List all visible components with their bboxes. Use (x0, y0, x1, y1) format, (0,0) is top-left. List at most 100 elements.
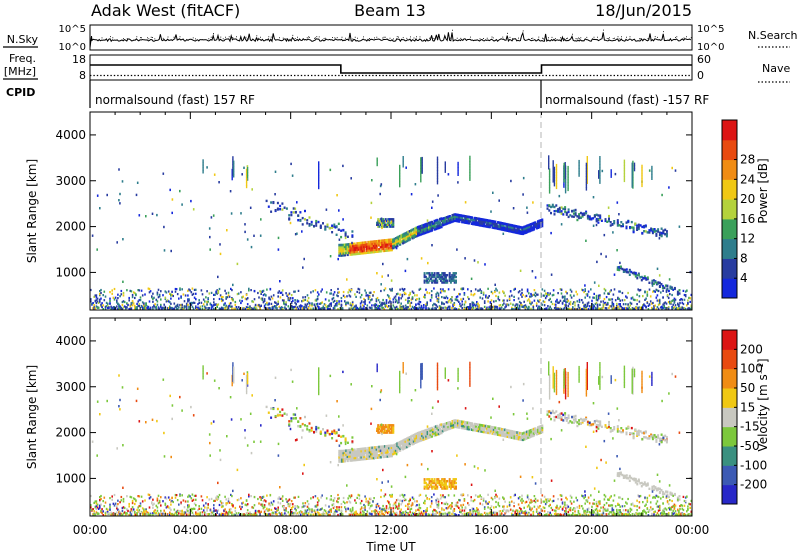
power-echo-cell (257, 304, 259, 307)
power-echo-cell (533, 289, 536, 292)
power-echo-cell (97, 306, 100, 309)
power-echo-cell (217, 290, 220, 293)
power-echo-cell (451, 299, 453, 302)
power-echo-cell (276, 201, 279, 205)
power-echo-cell (141, 294, 144, 297)
power-echo-cell (506, 225, 509, 228)
power-echo-cell (402, 161, 404, 165)
power-echo-cell (410, 233, 413, 236)
power-echo-cell (450, 218, 453, 222)
power-echo-cell (364, 289, 366, 292)
power-echo-cell (590, 307, 592, 310)
power-echo-cell (608, 306, 610, 309)
power-echo-cell (476, 307, 478, 310)
velocity-echo-cell (477, 423, 480, 427)
velocity-echo-cell (458, 422, 461, 425)
power-echo-cell (214, 293, 216, 296)
power-echo-cell (557, 307, 559, 310)
velocity-echo-cell (365, 451, 369, 454)
power-echo-cell (106, 302, 109, 305)
velocity-echo-cell (436, 487, 439, 490)
power-echo-cell (522, 293, 524, 297)
velocity-echo-cell (349, 453, 352, 456)
power-echo-cell (679, 308, 681, 310)
power-echo-cell (597, 221, 600, 224)
power-echo-cell (375, 303, 378, 306)
velocity-echo-cell (455, 421, 458, 425)
power-echo-cell (215, 303, 217, 306)
velocity-echo-cell (583, 419, 586, 422)
velocity-echo-cell (528, 433, 531, 437)
power-echo-cell (483, 222, 486, 226)
power-echo-cell (352, 248, 355, 252)
velocity-echo-cell (427, 478, 430, 481)
power-echo-cell (535, 302, 538, 305)
power-echo-cell (609, 305, 611, 308)
power-echo-cell (151, 295, 153, 298)
velocity-echo-cell (452, 485, 455, 488)
power-echo-cell (618, 290, 620, 293)
velocity-echo-cell (519, 438, 522, 441)
power-echo-cell (222, 296, 224, 299)
velocity-echo-cell (379, 445, 382, 449)
velocity-echo-cell (521, 434, 524, 437)
power-echo-cell (118, 168, 120, 171)
velocity-echo-cell (417, 433, 420, 437)
power-echo-cell (592, 296, 594, 299)
power-echo-cell (422, 230, 425, 233)
power-echo-cell (287, 298, 290, 302)
power-echo-cell (491, 307, 494, 310)
power-echo-cell (405, 166, 407, 169)
power-echo-cell (619, 265, 622, 268)
power-echo-cell (402, 288, 405, 291)
power-echo-cell (567, 179, 569, 183)
velocity-echo-cell (390, 452, 393, 456)
power-echo-cell (379, 192, 381, 196)
power-echo-cell (521, 305, 523, 308)
power-echo-cell (219, 307, 222, 310)
power-echo-cell (510, 179, 512, 183)
velocity-echo-cell (141, 507, 144, 510)
power-echo-cell (414, 233, 417, 236)
power-echo-cell (266, 288, 268, 291)
power-echo-cell (139, 299, 142, 302)
power-echo-cell (616, 219, 619, 222)
power-echo-cell (336, 194, 338, 197)
velocity-echo-cell (352, 454, 355, 458)
power-echo-cell (201, 305, 204, 308)
velocity-echo-cell (523, 437, 526, 441)
velocity-echo-cell (439, 480, 442, 483)
power-echo-cell (318, 293, 320, 296)
power-echo-cell (479, 219, 482, 223)
velocity-echo-cell (343, 459, 346, 463)
power-echo-cell (539, 305, 541, 309)
power-echo-cell (335, 233, 338, 236)
velocity-echo-cell (637, 432, 640, 435)
velocity-echo-cell (149, 512, 152, 515)
power-echo-cell (370, 240, 373, 244)
power-echo-cell (365, 249, 369, 252)
power-echo-cell (610, 305, 612, 308)
power-echo-cell (631, 307, 634, 310)
velocity-echo-cell (447, 421, 450, 425)
power-y-tick-label: 4000 (55, 128, 86, 142)
power-echo-cell (561, 295, 564, 298)
power-echo-cell (431, 281, 434, 284)
velocity-echo-cell (391, 431, 393, 434)
velocity-echo-cell (442, 483, 445, 486)
power-echo-cell (315, 222, 318, 225)
power-echo-cell (323, 307, 326, 310)
velocity-echo-cell (359, 447, 362, 451)
power-echo-cell (547, 305, 549, 308)
power-echo-cell (185, 302, 188, 305)
power-echo-cell (444, 296, 446, 300)
power-echo-cell (555, 300, 557, 303)
power-echo-cell (539, 219, 542, 222)
velocity-echo-cell (370, 448, 373, 452)
power-echo-cell (524, 295, 527, 298)
power-echo-cell (444, 166, 446, 171)
power-echo-cell (458, 218, 461, 221)
velocity-echo-cell (506, 435, 509, 438)
power-echo-cell (358, 291, 361, 294)
power-echo-cell (439, 279, 442, 282)
